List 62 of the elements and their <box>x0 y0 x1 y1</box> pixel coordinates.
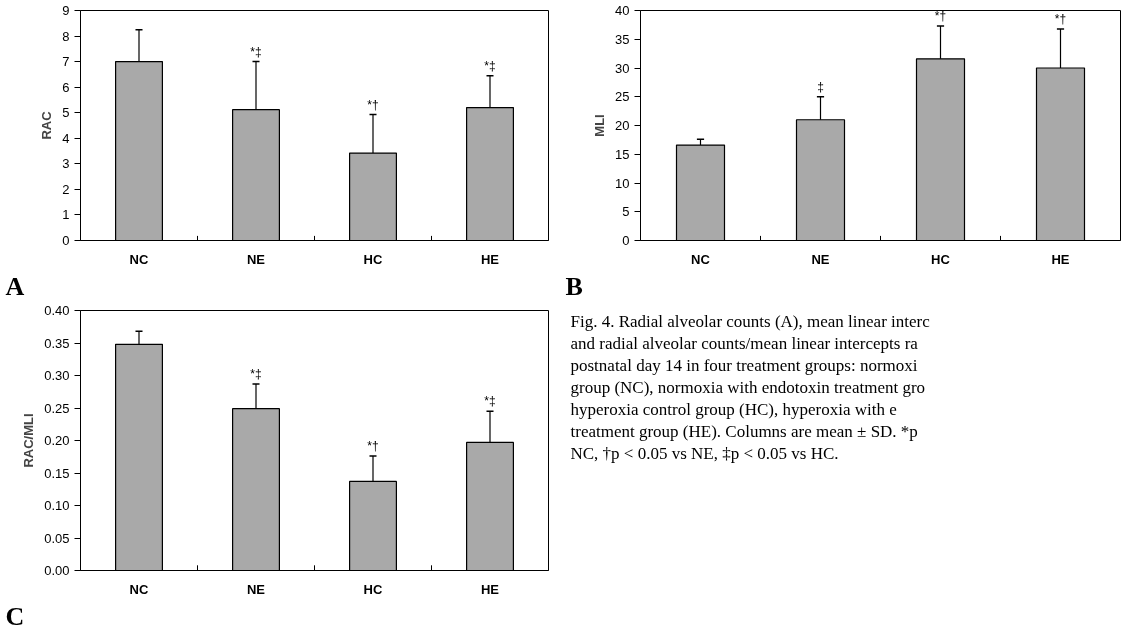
y-tick-label: 15 <box>615 146 630 162</box>
y-tick-label: 7 <box>62 54 70 70</box>
annotation: *† <box>367 97 379 112</box>
annotation: *‡ <box>484 394 496 409</box>
text: group (NC), normoxia with endotoxin treatment gro <box>570 377 926 397</box>
x-tick-label: NE <box>811 251 830 267</box>
y-tick-label: 10 <box>615 175 630 191</box>
y-tick-label: 0.35 <box>44 335 70 351</box>
y-tick-label: 8 <box>62 28 70 44</box>
y-tick-label: 0.10 <box>44 498 70 513</box>
y-tick-label: 6 <box>62 79 70 95</box>
y-tick-label: 0.25 <box>44 400 70 416</box>
y-tick-label: 5 <box>62 105 70 121</box>
y-tick-label: 5 <box>622 204 630 220</box>
x-tick-label: HE <box>480 581 500 597</box>
text: A <box>5 271 25 301</box>
text: B <box>565 271 583 301</box>
text: treatment group (HE). Columns are mean ± SD. *p <box>570 421 918 441</box>
y-tick-label: 40 <box>615 3 630 18</box>
x-tick-label: NE <box>246 581 266 597</box>
x-tick-label: HE <box>1051 251 1070 267</box>
annotation: *† <box>1054 11 1067 26</box>
y-tick-label: 25 <box>615 89 630 105</box>
y-tick-label: 20 <box>615 118 630 133</box>
y-tick-label: 2 <box>62 181 70 197</box>
y-tick-label: 0.20 <box>44 433 70 448</box>
y-tick-label: 9 <box>62 3 70 18</box>
y-tick-label: 0 <box>62 233 70 248</box>
y-tick-label: 0.00 <box>44 563 70 578</box>
y-axis-title: RAC/MLI <box>21 413 37 468</box>
annotation: *† <box>934 9 947 24</box>
x-tick-label: NC <box>129 251 149 267</box>
x-tick-label: NC <box>129 581 149 597</box>
text: hyperoxia control group (HC), hyperoxia with e <box>570 399 897 419</box>
y-tick-label: 4 <box>62 130 70 146</box>
y-tick-label: 0.30 <box>44 368 70 383</box>
y-tick-label: 1 <box>62 207 70 223</box>
annotation: *‡ <box>250 44 262 59</box>
x-tick-label: NE <box>246 251 266 267</box>
y-tick-label: 0.15 <box>44 465 70 481</box>
y-tick-label: 0.05 <box>44 530 70 546</box>
caption: Fig. 4. Radial alveolar counts (A), mean linear interc <box>570 311 931 331</box>
annotation: ‡ <box>817 79 824 94</box>
x-tick-label: HC <box>363 251 383 267</box>
text: C <box>5 601 25 630</box>
x-tick-label: HC <box>931 251 951 267</box>
x-tick-label: NC <box>691 251 711 267</box>
y-axis-title: MLI <box>592 114 608 137</box>
y-tick-label: 0.40 <box>44 303 70 318</box>
annotation: *‡ <box>484 58 496 73</box>
y-tick-label: 35 <box>615 31 630 47</box>
y-axis-title: RAC <box>39 110 55 140</box>
text: and radial alveolar counts/mean linear intercepts ra <box>570 333 919 353</box>
y-tick-label: 3 <box>62 156 70 172</box>
annotation: *† <box>367 439 379 454</box>
text: NC, †p < 0.05 vs NE, ‡p < 0.05 vs HC. <box>570 443 839 463</box>
text: postnatal day 14 in four treatment groups: normoxi <box>570 355 918 375</box>
x-tick-label: HE <box>480 251 500 267</box>
annotation: *‡ <box>250 366 262 381</box>
x-tick-label: HC <box>363 581 383 597</box>
y-tick-label: 0 <box>622 233 630 248</box>
y-tick-label: 30 <box>615 60 630 76</box>
